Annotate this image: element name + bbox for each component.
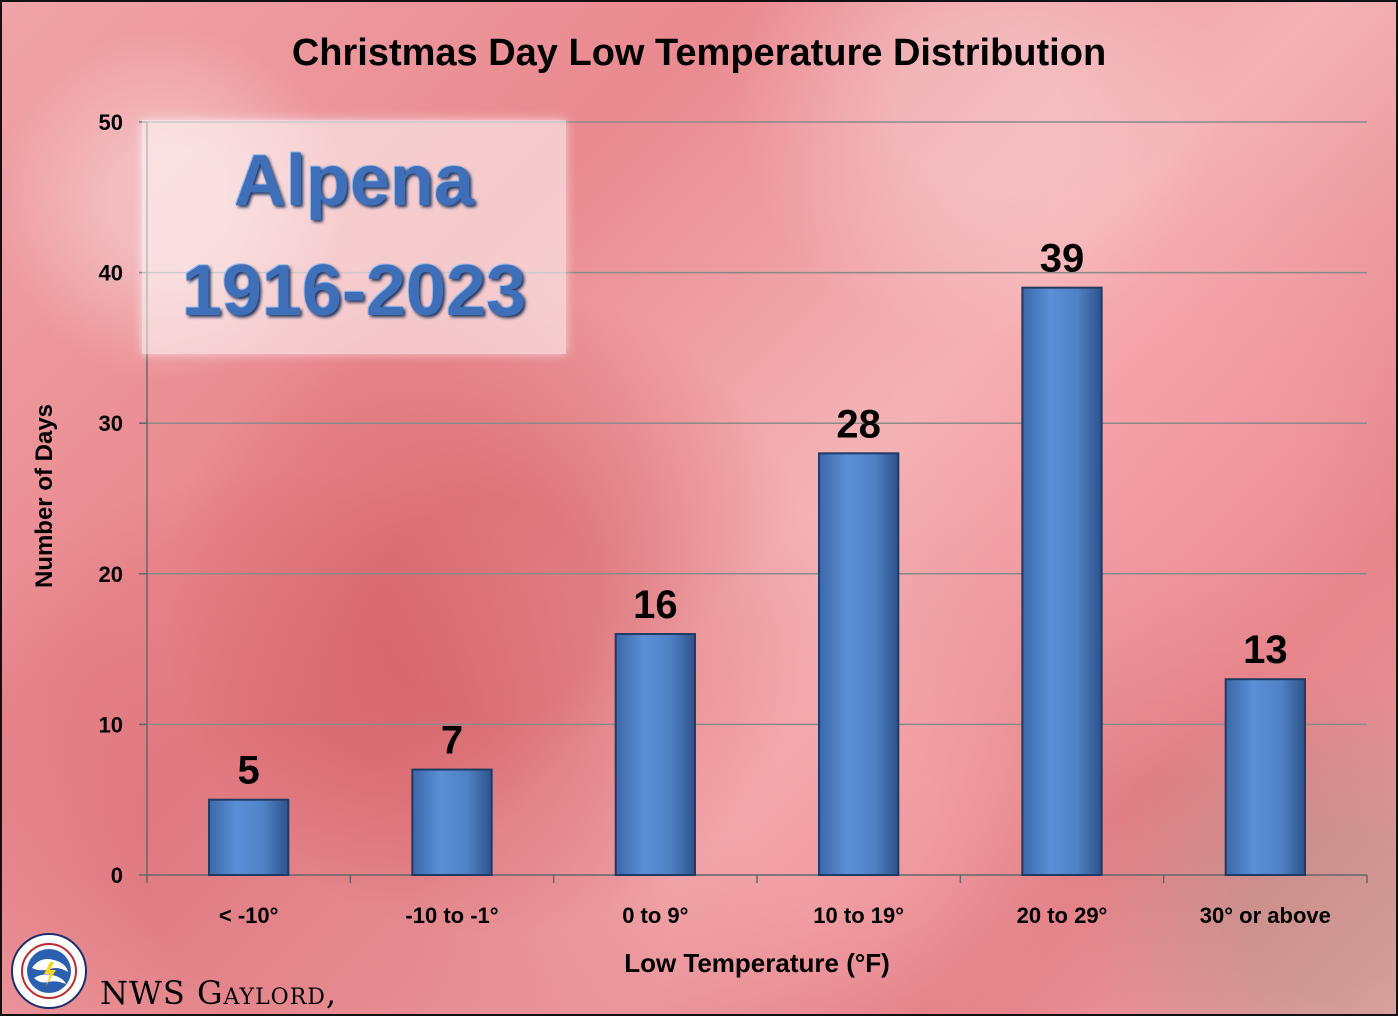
bar — [1021, 286, 1103, 877]
y-tick-label: 30 — [99, 411, 123, 436]
y-tick-label: 0 — [111, 863, 123, 888]
x-tick-label: < -10° — [219, 903, 279, 928]
x-tick-label: 30° or above — [1200, 903, 1331, 928]
x-tick-label: 20 to 29° — [1017, 903, 1108, 928]
footer-credit: NWS Gaylord, — [100, 974, 338, 1012]
bar — [614, 633, 696, 876]
bar — [818, 452, 900, 876]
y-tick-label: 20 — [99, 562, 123, 587]
data-label: 28 — [836, 402, 881, 446]
station-years: 1916-2023 — [181, 251, 527, 331]
nws-logo-icon — [11, 933, 87, 1009]
x-tick-label: -10 to -1° — [405, 903, 498, 928]
y-axis-label: Number of Days — [31, 403, 58, 589]
station-box: Alpena 1916-2023 — [142, 120, 566, 354]
y-tick-label: 40 — [99, 261, 123, 286]
bar — [208, 798, 290, 877]
y-tick-label: 10 — [99, 712, 123, 737]
x-tick-label: 10 to 19° — [813, 903, 904, 928]
data-label: 39 — [1040, 237, 1085, 281]
chart-title: Christmas Day Low Temperature Distributi… — [291, 32, 1107, 74]
x-axis-label: Low Temperature (°F) — [624, 948, 890, 978]
data-label: 16 — [633, 583, 678, 627]
bar — [1224, 678, 1306, 876]
data-label: 13 — [1243, 628, 1288, 672]
x-tick-label: 0 to 9° — [622, 903, 688, 928]
bar — [411, 768, 493, 877]
station-name: Alpena — [233, 141, 475, 221]
data-label: 7 — [441, 719, 463, 763]
y-tick-label: 50 — [99, 110, 123, 135]
data-label: 5 — [238, 749, 260, 793]
